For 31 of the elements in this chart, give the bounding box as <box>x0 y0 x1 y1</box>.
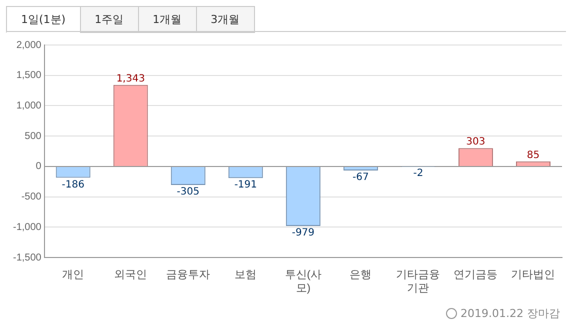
y-tick-label: 1,000 <box>16 100 42 112</box>
y-tick-label: 1,500 <box>16 70 42 82</box>
text: 1일(1분) <box>6 6 81 33</box>
x-tick-label: 외국인 <box>114 269 148 282</box>
text: 3개월 <box>196 6 255 33</box>
y-tick-label: 500 <box>24 130 42 142</box>
y-tick-label: 0 <box>36 161 42 172</box>
y-tick-label: -1,500 <box>12 252 42 264</box>
x-tick-label: 은행 <box>350 269 372 282</box>
data-label: -67 <box>352 172 369 184</box>
y-tick-label: -500 <box>21 192 42 203</box>
data-label: -191 <box>234 180 258 191</box>
x-tick-label: 기타금융기관 <box>396 269 440 294</box>
x-tick-label: 개인 <box>62 269 84 282</box>
text: 2019.01.22 장마감 <box>460 306 560 321</box>
text: 1개월 <box>138 6 197 33</box>
y-tick-label: 2,000 <box>16 40 42 51</box>
data-label: -186 <box>62 179 84 190</box>
y-tick-label: -1,000 <box>12 222 42 233</box>
data-label: 85 <box>526 150 540 161</box>
data-label: -979 <box>292 228 315 239</box>
x-tick-label: 투신(사모) <box>284 269 322 294</box>
data-label: -2 <box>413 168 424 180</box>
x-tick-label: 연기금등 <box>454 269 498 282</box>
x-tick-label: 기타법인 <box>511 269 556 282</box>
x-tick-label: 보험 <box>234 269 257 282</box>
data-label: 303 <box>466 136 486 148</box>
data-label: -305 <box>176 186 200 198</box>
x-tick-label: 금융투자 <box>166 269 210 282</box>
text: 1주일 <box>80 6 139 33</box>
data-label: 1,343 <box>116 74 145 84</box>
